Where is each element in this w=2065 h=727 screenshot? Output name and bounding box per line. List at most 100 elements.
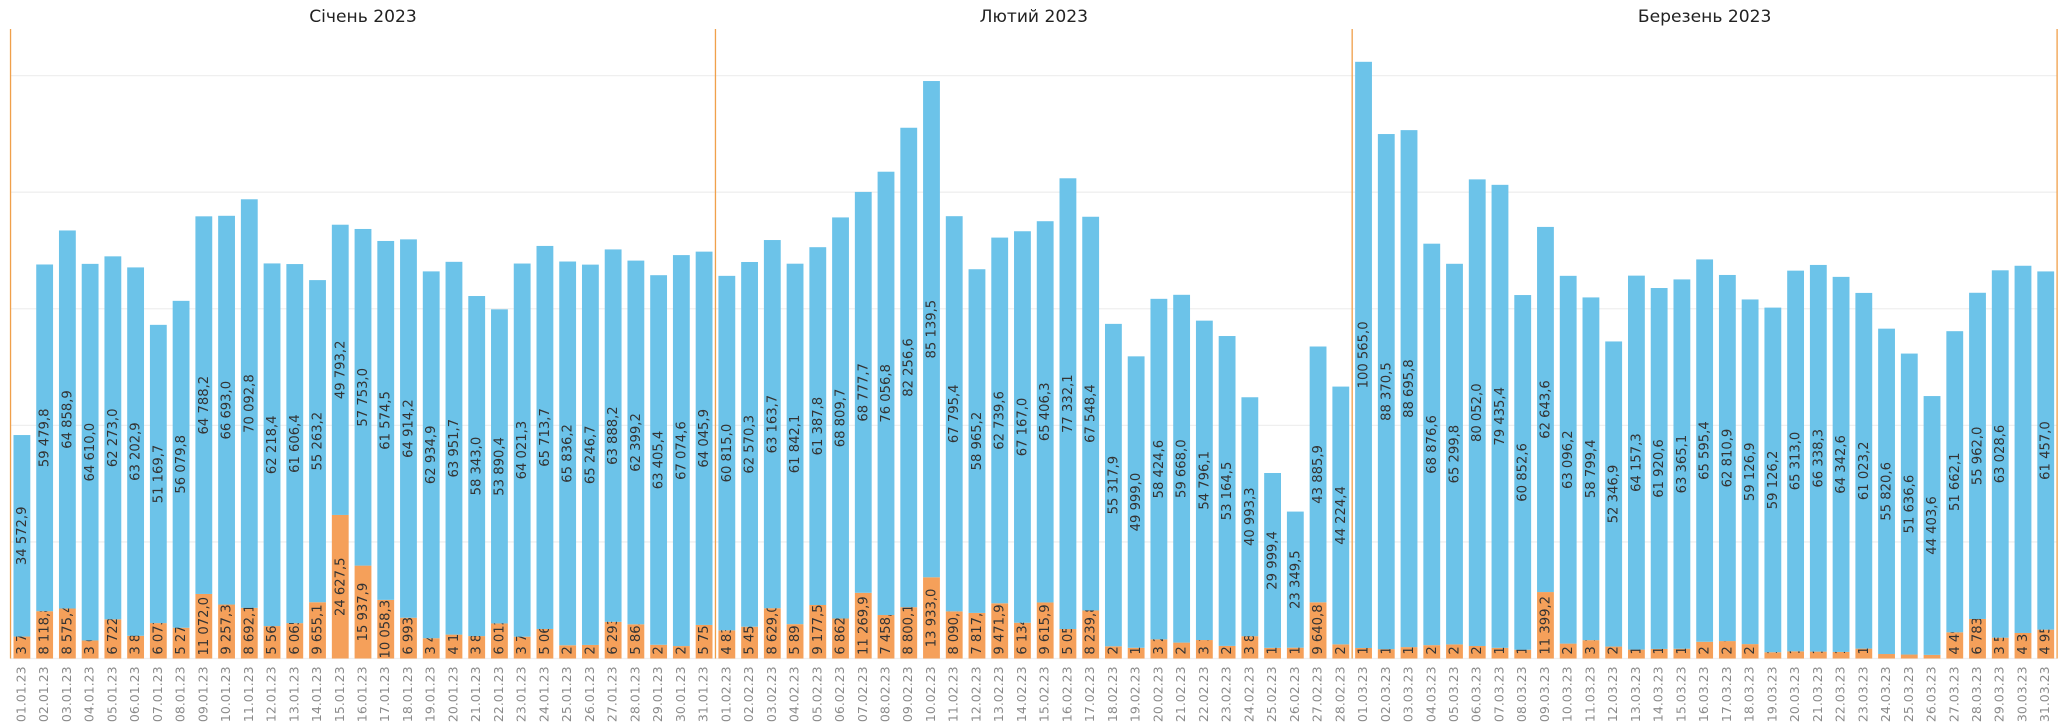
- bar-segment: [763, 608, 781, 659]
- bar-segment: [1923, 396, 1941, 655]
- bar-segment: [1559, 275, 1577, 644]
- bar-segment: [718, 275, 736, 631]
- value-label: 62 934,9: [424, 425, 439, 484]
- bar-segment: [1286, 647, 1304, 659]
- bar-segment: [1218, 645, 1236, 659]
- value-label: 59 126,2: [1766, 451, 1781, 510]
- x-tick-label: 08.03.23: [1514, 666, 1529, 722]
- x-tick-label: 03.03.23: [1401, 666, 1416, 722]
- bar-segment: [672, 646, 690, 659]
- x-tick-label: 10.03.23: [1560, 666, 1575, 722]
- value-label: 57 753,0: [356, 368, 371, 427]
- bar-segment: [923, 81, 940, 578]
- bar-segment: [1855, 292, 1873, 649]
- x-tick-label: 25.01.23: [559, 666, 574, 722]
- bar-segment: [968, 269, 986, 613]
- x-tick-label: 26.03.23: [1924, 666, 1939, 722]
- x-tick-label: 13.02.23: [991, 666, 1006, 722]
- value-label: 59 479,8: [38, 409, 53, 468]
- bar-segment: [149, 324, 167, 624]
- x-tick-label: 26.01.23: [582, 666, 597, 722]
- x-tick-label: 02.01.23: [36, 666, 51, 722]
- x-tick-label: 07.03.23: [1491, 666, 1506, 722]
- value-label: 49 999,0: [1129, 473, 1144, 532]
- value-label: 61 606,4: [288, 414, 303, 473]
- x-tick-label: 04.02.23: [787, 666, 802, 722]
- bar-segment: [1764, 652, 1782, 659]
- x-tick-label: 10.01.23: [218, 666, 233, 722]
- value-label: 54 796,1: [1197, 451, 1212, 510]
- bar-segment: [650, 275, 668, 645]
- bar-segment: [672, 255, 690, 647]
- x-tick-label: 25.02.23: [1264, 666, 1279, 722]
- value-label: 62 273,0: [106, 409, 121, 468]
- x-tick-label: 06.03.23: [1469, 666, 1484, 722]
- x-tick-label: 27.02.23: [1310, 666, 1325, 722]
- x-tick-label: 09.02.23: [900, 666, 915, 722]
- bar-segment: [81, 640, 99, 659]
- bar-segment: [695, 624, 713, 659]
- x-tick-label: 16.03.23: [1696, 666, 1711, 722]
- value-label: 9 615,9: [1038, 604, 1053, 654]
- value-label: 60 815,0: [720, 424, 735, 483]
- value-label: 61 842,1: [788, 415, 803, 474]
- bar-segment: [1537, 226, 1554, 593]
- value-label: 51 169,7: [151, 445, 166, 504]
- value-label: 10 058,3: [379, 600, 394, 659]
- bar-segment: [263, 626, 281, 659]
- x-tick-label: 24.03.23: [1878, 666, 1893, 722]
- x-tick-label: 06.02.23: [832, 666, 847, 722]
- bar-segment: [1900, 654, 1918, 659]
- value-label: 49 793,2: [333, 341, 348, 400]
- x-tick-label: 15.01.23: [332, 666, 347, 722]
- bar-segment: [1173, 294, 1191, 643]
- value-label: 63 163,7: [765, 395, 780, 454]
- value-label: 44 224,4: [1334, 486, 1349, 545]
- bar-segment: [309, 280, 326, 603]
- x-tick-label: 01.01.23: [13, 666, 28, 722]
- x-tick-label: 02.03.23: [1378, 666, 1393, 722]
- bar-segment: [1855, 648, 1873, 659]
- x-tick-label: 29.01.23: [650, 666, 665, 722]
- value-label: 13 933,0: [924, 589, 939, 648]
- value-label: 24 627,5: [333, 557, 348, 616]
- bar-segment: [13, 435, 31, 637]
- bar-segment: [2014, 265, 2032, 633]
- x-tick-label: 24.02.23: [1241, 666, 1256, 722]
- value-label: 63 405,4: [652, 431, 667, 490]
- bar-segment: [1332, 386, 1350, 645]
- panel-title: Лютий 2023: [980, 7, 1088, 27]
- bar-segment: [1309, 602, 1327, 659]
- value-label: 7 458,2: [879, 604, 894, 654]
- bar-segment: [377, 240, 395, 600]
- bar-segment: [1741, 644, 1759, 659]
- value-label: 51 636,6: [1902, 475, 1917, 534]
- value-label: 68 876,6: [1425, 415, 1440, 474]
- value-label: 8 239,8: [1084, 604, 1099, 654]
- x-tick-label: 07.01.23: [150, 666, 165, 722]
- bar-segment: [1423, 645, 1441, 659]
- value-label: 9 177,5: [811, 604, 826, 654]
- bar-segment: [400, 239, 417, 618]
- bar-segment: [1264, 647, 1281, 659]
- x-tick-label: 14.02.23: [1014, 666, 1029, 722]
- bar-segment: [513, 636, 531, 659]
- x-tick-label: 01.02.23: [718, 666, 733, 722]
- value-label: 67 795,4: [947, 384, 962, 443]
- bar-segment: [581, 264, 599, 645]
- bar-segment: [1809, 651, 1827, 659]
- x-tick-label: 30.01.23: [673, 666, 688, 722]
- bar-segment: [1559, 643, 1577, 659]
- value-label: 70 092,8: [242, 374, 257, 433]
- x-tick-label: 19.01.23: [423, 666, 438, 722]
- value-label: 8 118,8: [38, 604, 53, 654]
- x-tick-label: 14.01.23: [309, 666, 324, 722]
- bar-segment: [1355, 61, 1372, 648]
- value-label: 65 595,4: [1698, 421, 1713, 480]
- x-tick-label: 08.01.23: [173, 666, 188, 722]
- bar-segment: [832, 618, 849, 659]
- value-label: 34 572,9: [15, 507, 30, 566]
- x-tick-label: 08.02.23: [878, 666, 893, 722]
- bar-segment: [2014, 632, 2032, 659]
- x-tick-label: 09.03.23: [1537, 666, 1552, 722]
